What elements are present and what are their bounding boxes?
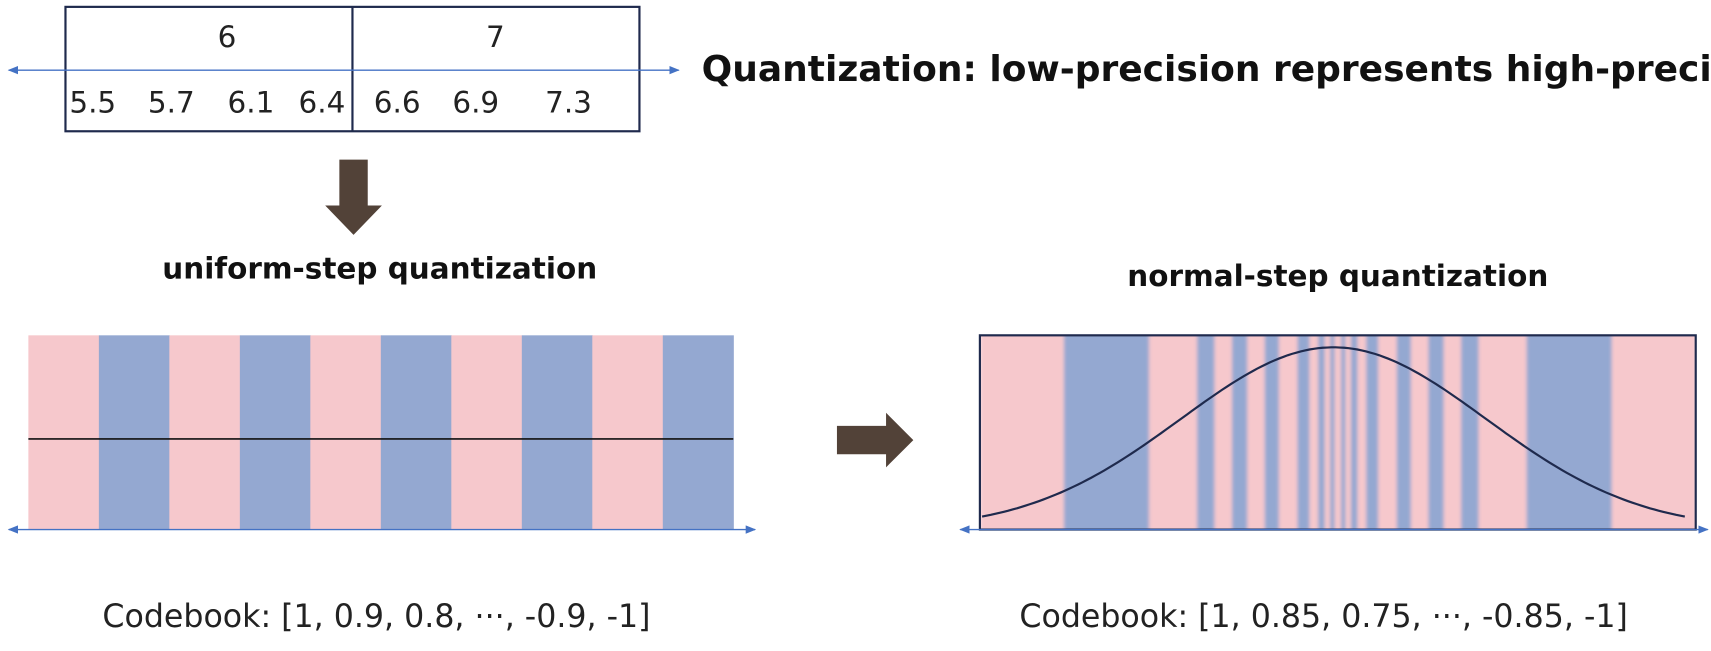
uniform-stripes: [28, 335, 734, 530]
stripe: [1345, 335, 1352, 530]
stripe: [1357, 335, 1367, 530]
stripe: [1063, 335, 1150, 530]
stripe: [1309, 335, 1319, 530]
value-label: 6.9: [452, 85, 499, 119]
stripe: [1214, 335, 1233, 530]
stripe: [1350, 335, 1358, 530]
stripe: [310, 335, 382, 530]
value-label: 6.1: [228, 85, 275, 119]
stripe: [1428, 335, 1445, 530]
stripe: [1197, 335, 1216, 530]
stripe: [239, 335, 311, 530]
stripe: [1478, 335, 1528, 530]
stripe: [1334, 335, 1342, 530]
stripe: [1410, 335, 1429, 530]
normal-title: normal-step quantization: [1127, 259, 1548, 293]
stripe: [1149, 335, 1198, 530]
stripe: [451, 335, 523, 530]
stripe: [1611, 335, 1696, 530]
normal-stripes: [979, 335, 1696, 530]
stripe: [1324, 335, 1331, 530]
codebook: Codebook: [1, 0.85, 0.75, ···, -0.85, -1…: [1019, 599, 1627, 635]
stripe: [98, 335, 170, 530]
stripe: [1264, 335, 1280, 530]
stripe: [979, 335, 1065, 530]
value-label: 7.3: [545, 85, 592, 119]
normal-curve: [981, 346, 1686, 518]
arrow-right: [836, 412, 914, 468]
stripe: [1526, 335, 1613, 530]
stripe: [169, 335, 241, 530]
value-label: 6.4: [298, 85, 345, 119]
uniform-title: uniform-step quantization: [162, 251, 597, 285]
stripe: [1297, 335, 1310, 530]
stripe: [662, 335, 734, 530]
group-label: 7: [486, 20, 505, 54]
stripe: [1378, 335, 1398, 530]
stripe: [380, 335, 452, 530]
stripe: [1247, 335, 1266, 530]
stripe: [1330, 335, 1336, 530]
value-label: 5.5: [69, 85, 116, 119]
stripe: [1366, 335, 1379, 530]
value-label: 5.7: [148, 85, 195, 119]
stripe: [1318, 335, 1326, 530]
stripe: [28, 335, 100, 530]
value-label: 6.6: [374, 85, 421, 119]
stripe: [592, 335, 664, 530]
stripe: [1278, 335, 1298, 530]
codebook: Codebook: [1, 0.9, 0.8, ···, -0.9, -1]: [102, 599, 650, 635]
values: 5.5 5.7 6.1 6.4 6.6 6.9 7.3: [69, 85, 592, 119]
stripe: [1443, 335, 1462, 530]
stripe: [1231, 335, 1248, 530]
title: Quantization: low-precision represents h…: [702, 49, 1711, 90]
stripe: [1396, 335, 1412, 530]
stripe: [521, 335, 593, 530]
arrow-down: [325, 159, 382, 235]
stripe: [1341, 335, 1346, 530]
stripe: [1461, 335, 1480, 530]
group-label: 6: [218, 20, 237, 54]
